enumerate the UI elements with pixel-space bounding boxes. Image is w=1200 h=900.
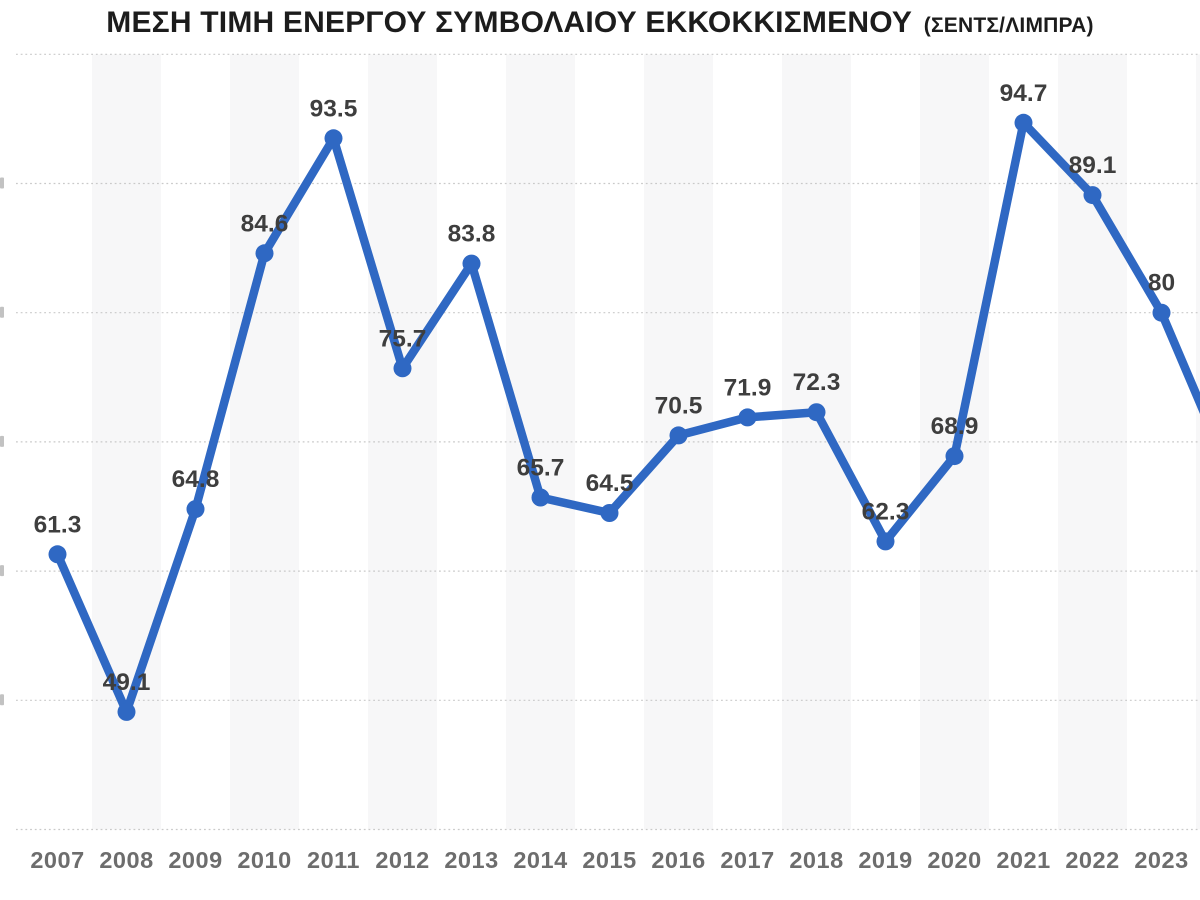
value-label-2016: 70.5 [655, 392, 703, 419]
data-point-2019 [876, 532, 895, 551]
data-point-2013 [462, 254, 481, 273]
data-point-2018 [807, 403, 826, 422]
cropped-y-axis-label-70 [0, 435, 4, 447]
chart-title-unit: (ΣΕΝΤΣ/ΛΙΜΠΡΑ) [923, 14, 1094, 37]
cropped-y-axis-label-80 [0, 306, 4, 318]
value-label-2020: 68.9 [931, 413, 979, 440]
data-point-2022 [1083, 186, 1102, 205]
cropped-y-axis-label-60 [0, 565, 4, 577]
year-band-2014 [506, 54, 575, 830]
value-label-2018: 72.3 [793, 369, 841, 396]
x-axis-label-2008: 2008 [99, 847, 153, 873]
x-axis-label-2013: 2013 [444, 847, 498, 873]
value-label-2015: 64.5 [586, 470, 634, 497]
data-point-2010 [255, 244, 274, 263]
value-label-2007: 61.3 [34, 511, 82, 538]
x-axis-label-2012: 2012 [375, 847, 429, 873]
value-label-2021: 94.7 [1000, 80, 1048, 107]
value-label-2010: 84.6 [241, 210, 289, 237]
value-label-2023: 80 [1148, 270, 1175, 297]
data-point-2021 [1014, 113, 1033, 132]
data-point-2007 [48, 545, 67, 564]
cropped-y-axis-label-90 [0, 177, 4, 189]
x-axis-label-2022: 2022 [1065, 847, 1119, 873]
data-point-2023 [1152, 303, 1171, 322]
data-point-2014 [531, 488, 550, 507]
value-label-2012: 75.7 [379, 325, 427, 352]
data-point-2017 [738, 408, 757, 427]
x-axis-label-2021: 2021 [996, 847, 1050, 873]
value-label-2017: 71.9 [724, 374, 772, 401]
data-point-2008 [117, 702, 136, 721]
data-point-2012 [393, 359, 412, 378]
x-axis-label-2020: 2020 [927, 847, 981, 873]
data-point-2009 [186, 500, 205, 519]
value-label-2019: 62.3 [862, 498, 910, 525]
chart-title: ΜΕΣΗ ΤΙΜΗ ΕΝΕΡΓΟΥ ΣΥΜΒΟΛΑΙΟΥ ΕΚΚΟΚΚΙΣΜΕΝ… [0, 6, 1200, 40]
data-point-2020 [945, 447, 964, 466]
year-band-2010 [230, 54, 299, 830]
year-band-2024 [1196, 54, 1200, 830]
x-axis-label-2018: 2018 [789, 847, 843, 873]
value-label-2009: 64.8 [172, 466, 220, 493]
x-axis-label-2010: 2010 [237, 847, 291, 873]
value-label-2022: 89.1 [1069, 152, 1117, 179]
series-line [53, 118, 1200, 717]
x-axis-label-2023: 2023 [1134, 847, 1188, 873]
value-label-2013: 83.8 [448, 221, 496, 248]
x-axis-label-2011: 2011 [307, 847, 360, 873]
value-label-2014: 65.7 [517, 455, 565, 482]
x-axis-label-2017: 2017 [720, 847, 774, 873]
x-axis-label-2014: 2014 [513, 847, 567, 873]
x-axis-label-2019: 2019 [858, 847, 912, 873]
x-axis-label-2016: 2016 [651, 847, 705, 873]
value-label-2011: 93.5 [310, 95, 358, 122]
chart-title-text: ΜΕΣΗ ΤΙΜΗ ΕΝΕΡΓΟΥ ΣΥΜΒΟΛΑΙΟΥ ΕΚΚΟΚΚΙΣΜΕΝ… [106, 6, 913, 39]
data-point-2015 [600, 504, 619, 522]
cropped-y-axis-label-50 [0, 694, 4, 706]
data-point-2016 [669, 426, 688, 445]
x-axis-label-2015: 2015 [582, 847, 636, 873]
x-axis-label-2009: 2009 [168, 847, 222, 873]
data-point-2011 [324, 129, 343, 148]
value-label-2008: 49.1 [103, 669, 151, 696]
x-axis-label-2007: 2007 [30, 847, 84, 873]
